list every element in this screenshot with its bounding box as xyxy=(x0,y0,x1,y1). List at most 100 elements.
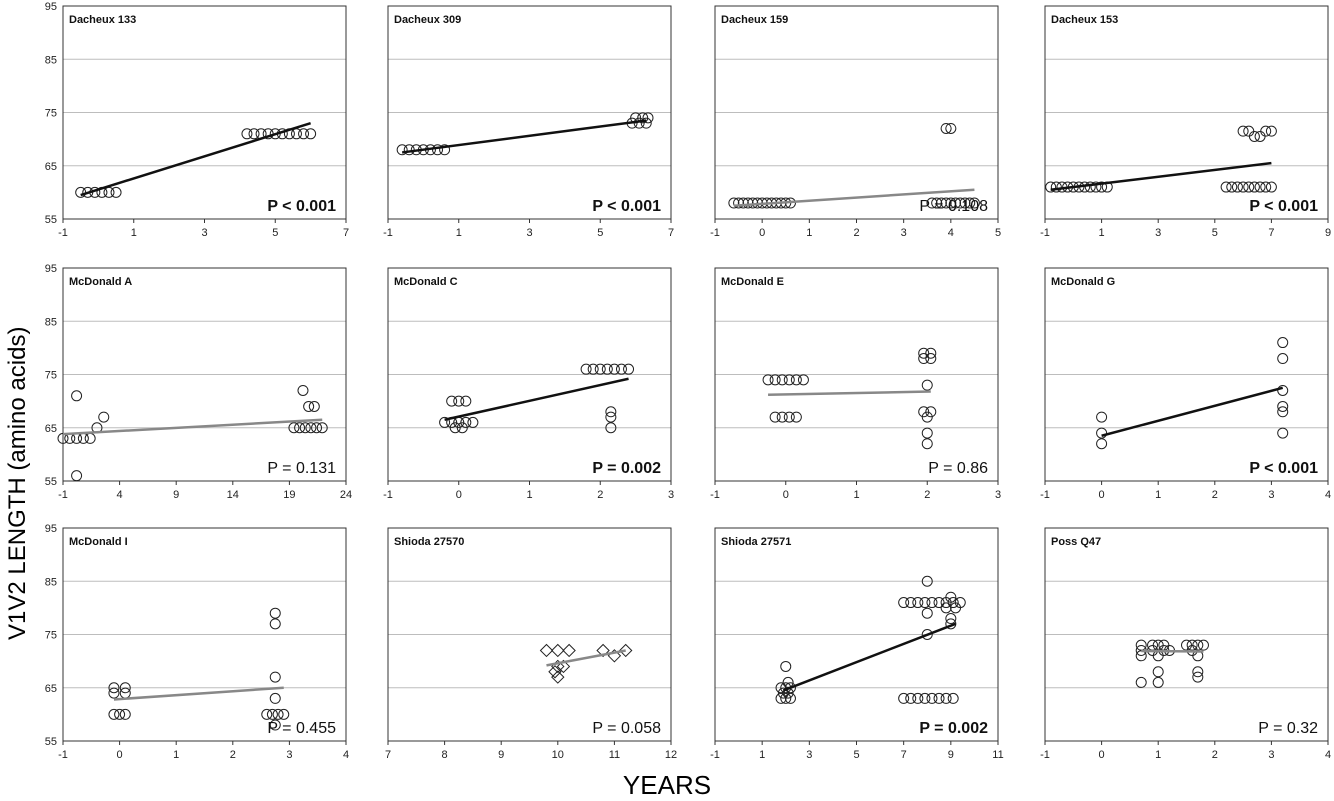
data-point xyxy=(947,597,959,609)
panel-7: -1 0 1 2 3 McDonald E P = 0.86 xyxy=(710,267,1001,501)
data-point xyxy=(898,597,910,609)
x-tick-label: 3 xyxy=(286,749,292,761)
data-point xyxy=(959,197,971,209)
data-point xyxy=(605,406,617,418)
data-point xyxy=(1090,181,1102,193)
panel-title: McDonald I xyxy=(69,536,128,548)
data-point xyxy=(108,682,120,694)
p-value-label: P = 0.131 xyxy=(267,460,336,477)
x-tick-label: 4 xyxy=(1325,489,1331,501)
panel-3: -1 0 1 2 3 4 5 Dacheux 159 P = 0.108 xyxy=(710,5,1001,239)
data-point xyxy=(912,692,924,704)
panel-title: Dacheux 159 xyxy=(721,14,788,26)
data-point xyxy=(1231,181,1243,193)
panel-9: 55 65 75 85 95 -1 0 1 2 3 4 McDonald I P = 0.455 xyxy=(45,523,349,761)
x-tick-label: 1 xyxy=(1155,489,1161,501)
data-point xyxy=(762,374,774,386)
data-point xyxy=(316,422,328,434)
panel-6: -1 0 1 2 3 McDonald C P = 0.002 xyxy=(383,267,674,501)
data-point xyxy=(1265,125,1277,137)
x-tick-label: -1 xyxy=(383,489,393,501)
data-point xyxy=(269,671,281,683)
data-point xyxy=(1096,427,1108,439)
x-tick-label: 2 xyxy=(1212,749,1218,761)
x-tick-label: 2 xyxy=(924,489,930,501)
data-point xyxy=(921,438,933,450)
data-point xyxy=(945,122,957,134)
data-point xyxy=(968,197,980,209)
data-point xyxy=(439,144,451,156)
x-tick-label: 0 xyxy=(783,489,789,501)
data-point xyxy=(1181,639,1192,651)
x-tick-label: 5 xyxy=(853,749,859,761)
x-tick-label: 11 xyxy=(609,749,620,761)
data-point xyxy=(1152,666,1164,678)
data-point xyxy=(396,144,408,156)
x-tick-label: 9 xyxy=(173,489,179,501)
y-tick-label: 85 xyxy=(45,576,57,588)
p-value-label: P = 0.002 xyxy=(592,460,661,477)
panel-2: -1 1 3 5 7 Dacheux 309 P < 0.001 xyxy=(383,5,674,239)
data-point xyxy=(446,395,458,407)
data-point xyxy=(940,197,952,209)
data-point xyxy=(905,597,917,609)
data-point xyxy=(1260,181,1272,193)
data-point xyxy=(269,607,281,619)
data-point xyxy=(1152,639,1164,651)
trend-line xyxy=(768,390,931,396)
data-point xyxy=(784,692,796,704)
data-point xyxy=(556,659,571,674)
data-point xyxy=(947,692,959,704)
data-point xyxy=(261,708,273,720)
data-point xyxy=(311,422,323,434)
data-point xyxy=(918,353,930,365)
panel-title: Shioda 27571 xyxy=(721,536,791,548)
data-point xyxy=(248,128,260,140)
plot-frame xyxy=(1044,5,1329,220)
trend-line xyxy=(546,649,626,667)
data-point xyxy=(1260,125,1272,137)
panel-title: Dacheux 309 xyxy=(394,14,461,26)
data-point xyxy=(921,379,933,391)
data-point xyxy=(619,643,633,658)
data-point xyxy=(640,117,652,129)
x-tick-label: 1 xyxy=(526,489,532,501)
panel-12: -1 0 1 2 3 4 Poss Q47 P = 0.32 xyxy=(1040,527,1331,761)
x-tick-label: 3 xyxy=(901,227,907,239)
x-tick-label: 0 xyxy=(759,227,765,239)
data-point xyxy=(1237,125,1249,137)
data-point xyxy=(940,602,952,614)
panel-title: Shioda 27570 xyxy=(394,536,464,548)
data-point xyxy=(921,607,933,619)
x-tick-label: 4 xyxy=(343,749,349,761)
data-point xyxy=(945,613,957,625)
data-point xyxy=(931,197,943,209)
data-point xyxy=(784,682,796,694)
data-point xyxy=(926,197,938,209)
x-tick-label: 19 xyxy=(283,489,295,501)
x-tick-label: 5 xyxy=(597,227,603,239)
x-tick-label: -1 xyxy=(1040,227,1050,239)
y-tick-label: 65 xyxy=(45,423,57,435)
data-point xyxy=(299,422,311,434)
p-value-label: P = 0.32 xyxy=(1258,720,1318,737)
data-point xyxy=(921,427,933,439)
y-tick-label: 95 xyxy=(45,1,57,13)
p-value-label: P < 0.001 xyxy=(1249,198,1318,215)
y-tick-label: 85 xyxy=(45,316,57,328)
y-tick-label: 85 xyxy=(45,54,57,66)
plot-frame xyxy=(1044,527,1329,742)
data-point xyxy=(272,708,284,720)
x-tick-label: 5 xyxy=(995,227,1001,239)
data-point xyxy=(1096,438,1108,450)
data-point xyxy=(921,411,933,423)
data-point xyxy=(551,643,565,658)
data-point xyxy=(950,197,962,209)
data-point xyxy=(945,591,957,603)
data-point xyxy=(1096,181,1108,193)
data-point xyxy=(775,682,787,694)
panel-5: 55 65 75 85 95 -1 4 9 14 19 24 McDonald A P = 0.131 xyxy=(45,263,352,501)
x-tick-label: 3 xyxy=(201,227,207,239)
data-point xyxy=(921,629,933,640)
x-tick-label: 4 xyxy=(1325,749,1331,761)
